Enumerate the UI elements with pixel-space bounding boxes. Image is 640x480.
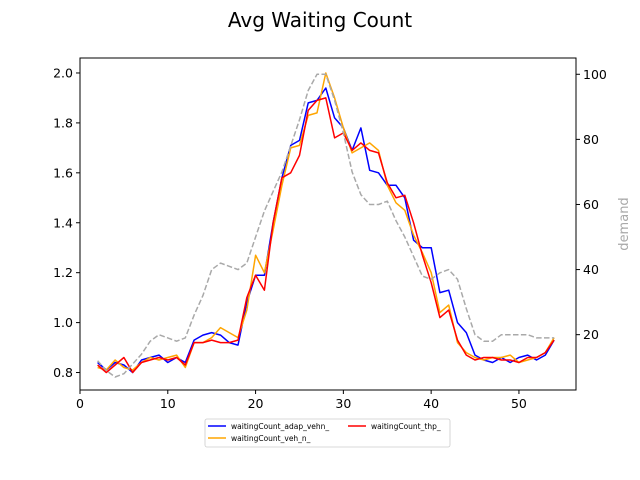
y2-axis-title: demand <box>617 197 632 250</box>
legend-label: waitingCount_adap_vehn_ <box>231 422 329 431</box>
chart-title: Avg Waiting Count <box>228 8 412 32</box>
legend-label: waitingCount_veh_n_ <box>231 434 311 443</box>
legend-label: waitingCount_thp_ <box>371 422 441 431</box>
legend: waitingCount_adap_vehn_ waitingCount_veh_… <box>204 418 451 448</box>
y2-tick-label: 20 <box>583 327 599 342</box>
series-layer <box>97 72 555 378</box>
y-axis-right: 20 40 60 80 100 <box>576 67 607 342</box>
x-tick-label: 0 <box>76 396 84 411</box>
x-tick-label: 30 <box>335 396 351 411</box>
y2-tick-label: 60 <box>583 197 599 212</box>
x-tick-label: 40 <box>423 396 439 411</box>
y-tick-label: 1.6 <box>53 165 73 180</box>
y2-tick-label: 100 <box>583 67 607 82</box>
y-tick-label: 2.0 <box>53 65 73 80</box>
legend-frame <box>204 418 451 448</box>
x-tick-label: 20 <box>248 396 264 411</box>
y-tick-label: 1.2 <box>53 265 73 280</box>
x-tick-label: 50 <box>511 396 527 411</box>
y-tick-label: 1.0 <box>53 315 73 330</box>
y2-tick-label: 80 <box>583 132 599 147</box>
series-line-1 <box>97 72 555 371</box>
series-line-0 <box>97 87 555 374</box>
series-line-3 <box>97 73 555 378</box>
y2-tick-label: 40 <box>583 262 599 277</box>
y-tick-label: 1.4 <box>53 215 73 230</box>
series-line-2 <box>97 97 555 374</box>
y-tick-label: 0.8 <box>53 365 73 380</box>
y-tick-label: 1.8 <box>53 115 73 130</box>
y-axis-left: 0.8 1.0 1.2 1.4 1.6 1.8 2.0 <box>53 65 80 380</box>
x-tick-label: 10 <box>160 396 176 411</box>
x-axis: 0 10 20 30 40 50 <box>76 390 527 411</box>
plot-frame <box>79 57 577 391</box>
